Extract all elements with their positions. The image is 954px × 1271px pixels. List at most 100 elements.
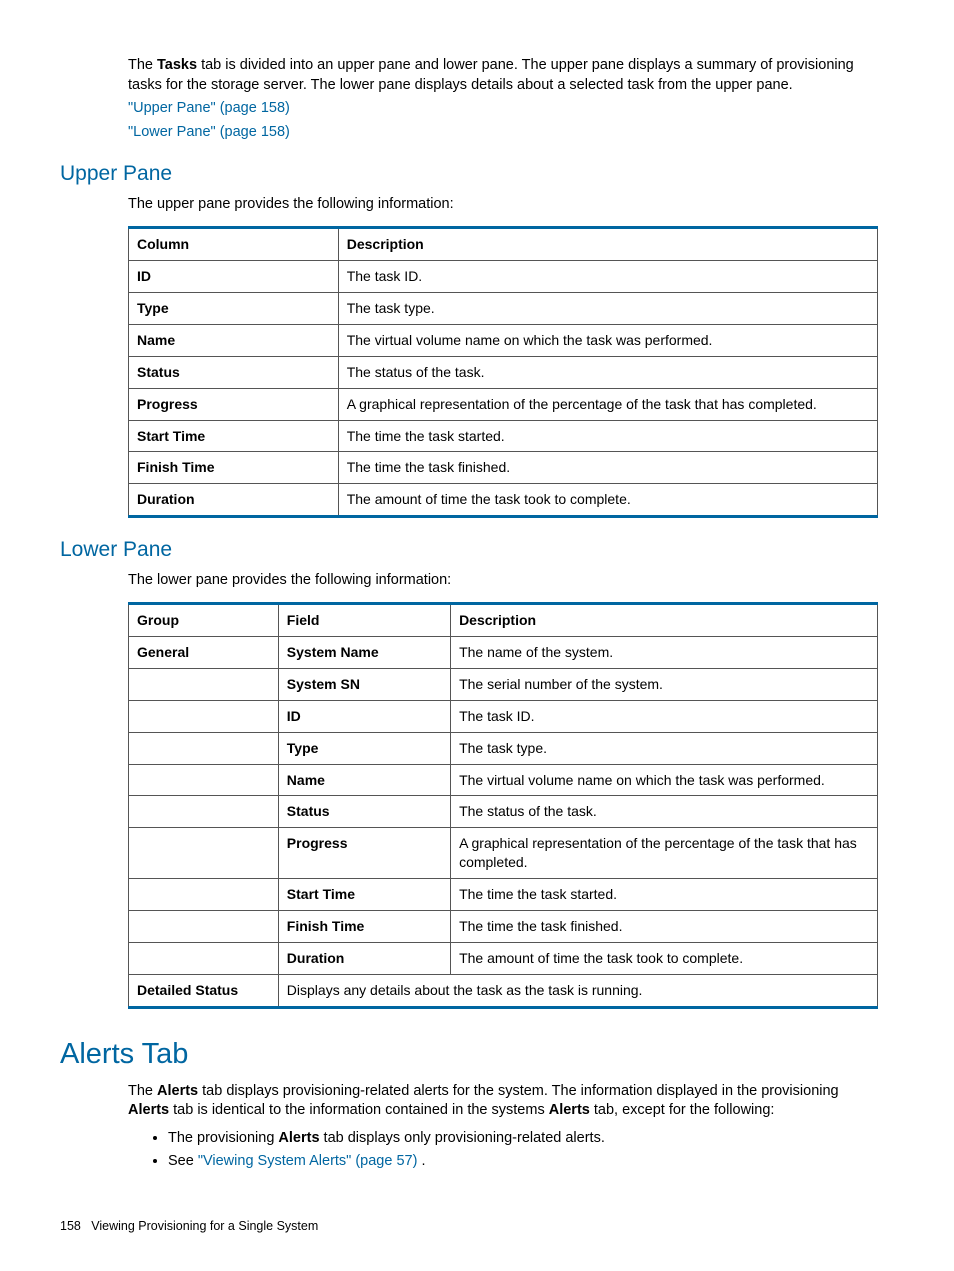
- list-item: See "Viewing System Alerts" (page 57) .: [168, 1152, 878, 1172]
- cell: The task ID.: [451, 700, 878, 732]
- cell: Start Time: [278, 879, 450, 911]
- cell: System Name: [278, 636, 450, 668]
- alerts-tab-heading: Alerts Tab: [60, 1035, 890, 1074]
- cell: [129, 764, 279, 796]
- cell: The time the task finished.: [451, 910, 878, 942]
- cell: ID: [129, 261, 339, 293]
- intro-text: The: [128, 57, 157, 73]
- viewing-system-alerts-link[interactable]: "Viewing System Alerts" (page 57): [198, 1153, 418, 1169]
- table-row: Start TimeThe time the task started.: [129, 879, 878, 911]
- col-header: Group: [129, 604, 279, 637]
- cell: The serial number of the system.: [451, 668, 878, 700]
- intro-paragraph: The Tasks tab is divided into an upper p…: [128, 56, 878, 95]
- cell: The status of the task.: [338, 356, 877, 388]
- table-row: StatusThe status of the task.: [129, 796, 878, 828]
- table-row: IDThe task ID.: [129, 700, 878, 732]
- cell: Status: [278, 796, 450, 828]
- bold: Alerts: [549, 1102, 590, 1118]
- upper-pane-table: Column Description IDThe task ID. TypeTh…: [128, 226, 878, 518]
- cell: [129, 879, 279, 911]
- cell: The name of the system.: [451, 636, 878, 668]
- lower-pane-table: Group Field Description GeneralSystem Na…: [128, 602, 878, 1009]
- text: tab, except for the following:: [590, 1102, 775, 1118]
- bold: Alerts: [157, 1083, 198, 1099]
- cell: The time the task started.: [338, 420, 877, 452]
- cell: ID: [278, 700, 450, 732]
- lower-pane-block: The lower pane provides the following in…: [128, 571, 878, 1009]
- cell: The amount of time the task took to comp…: [338, 484, 877, 517]
- col-header: Description: [451, 604, 878, 637]
- table-row: TypeThe task type.: [129, 292, 878, 324]
- lower-pane-desc: The lower pane provides the following in…: [128, 571, 878, 591]
- alerts-block: The Alerts tab displays provisioning-rel…: [128, 1082, 878, 1172]
- cell: Name: [129, 324, 339, 356]
- cell: Displays any details about the task as t…: [278, 974, 877, 1007]
- table-row: ProgressA graphical representation of th…: [129, 388, 878, 420]
- cell: Type: [129, 292, 339, 324]
- text: The: [128, 1083, 157, 1099]
- col-header: Description: [338, 228, 877, 261]
- table-header-row: Group Field Description: [129, 604, 878, 637]
- cell: [129, 700, 279, 732]
- cell: The task ID.: [338, 261, 877, 293]
- cell: The time the task started.: [451, 879, 878, 911]
- cell: The amount of time the task took to comp…: [451, 942, 878, 974]
- cell: Finish Time: [278, 910, 450, 942]
- lower-pane-heading: Lower Pane: [60, 536, 890, 564]
- table-row: System SNThe serial number of the system…: [129, 668, 878, 700]
- text: See: [168, 1153, 198, 1169]
- table-row: ProgressA graphical representation of th…: [129, 828, 878, 879]
- cell: [129, 732, 279, 764]
- table-row: Start TimeThe time the task started.: [129, 420, 878, 452]
- cell: [129, 942, 279, 974]
- list-item: The provisioning Alerts tab displays onl…: [168, 1129, 878, 1149]
- cell: Duration: [278, 942, 450, 974]
- cell: The virtual volume name on which the tas…: [338, 324, 877, 356]
- text: tab displays only provisioning-related a…: [320, 1130, 605, 1146]
- table-row: StatusThe status of the task.: [129, 356, 878, 388]
- cell: [129, 668, 279, 700]
- table-row: Finish TimeThe time the task finished.: [129, 452, 878, 484]
- table-row: DurationThe amount of time the task took…: [129, 484, 878, 517]
- cell: The task type.: [451, 732, 878, 764]
- text: .: [417, 1153, 425, 1169]
- cell: The task type.: [338, 292, 877, 324]
- table-row: DurationThe amount of time the task took…: [129, 942, 878, 974]
- lower-pane-link[interactable]: "Lower Pane" (page 158): [128, 124, 290, 140]
- bold: Alerts: [128, 1102, 169, 1118]
- alerts-paragraph: The Alerts tab displays provisioning-rel…: [128, 1082, 878, 1121]
- cell: [129, 796, 279, 828]
- upper-pane-desc: The upper pane provides the following in…: [128, 195, 878, 215]
- cell: Finish Time: [129, 452, 339, 484]
- cell: Start Time: [129, 420, 339, 452]
- upper-pane-link[interactable]: "Upper Pane" (page 158): [128, 100, 290, 116]
- cell: Progress: [129, 388, 339, 420]
- cell: General: [129, 636, 279, 668]
- cell: Duration: [129, 484, 339, 517]
- table-header-row: Column Description: [129, 228, 878, 261]
- cell: System SN: [278, 668, 450, 700]
- bold: Alerts: [278, 1130, 319, 1146]
- upper-pane-block: The upper pane provides the following in…: [128, 195, 878, 519]
- intro-block: The Tasks tab is divided into an upper p…: [128, 56, 878, 142]
- text: tab displays provisioning-related alerts…: [198, 1083, 838, 1099]
- col-header: Field: [278, 604, 450, 637]
- chapter-title: Viewing Provisioning for a Single System: [91, 1219, 318, 1233]
- page-number: 158: [60, 1219, 81, 1233]
- cell: The time the task finished.: [338, 452, 877, 484]
- text: The provisioning: [168, 1130, 278, 1146]
- table-row: TypeThe task type.: [129, 732, 878, 764]
- cell: Name: [278, 764, 450, 796]
- intro-text2: tab is divided into an upper pane and lo…: [128, 57, 854, 93]
- col-header: Column: [129, 228, 339, 261]
- cell: Status: [129, 356, 339, 388]
- page-footer: 158 Viewing Provisioning for a Single Sy…: [60, 1218, 318, 1235]
- cell: The status of the task.: [451, 796, 878, 828]
- table-row: IDThe task ID.: [129, 261, 878, 293]
- intro-bold: Tasks: [157, 57, 197, 73]
- text: tab is identical to the information cont…: [169, 1102, 549, 1118]
- table-row: Finish TimeThe time the task finished.: [129, 910, 878, 942]
- page: The Tasks tab is divided into an upper p…: [0, 0, 954, 1271]
- cell: Progress: [278, 828, 450, 879]
- upper-pane-heading: Upper Pane: [60, 160, 890, 188]
